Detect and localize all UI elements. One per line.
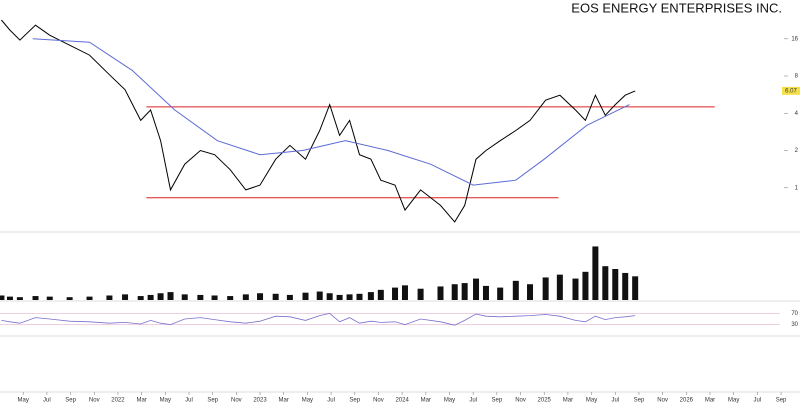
x-tick-label: 2022 (111, 398, 125, 404)
y-tick-label: 2 (795, 148, 799, 154)
volume-bar (417, 288, 424, 300)
x-tick-label: May (160, 398, 171, 404)
volume-bar (137, 296, 144, 300)
x-tick-label: Sep (776, 398, 787, 404)
volume-bar (461, 283, 468, 300)
x-tick-label: Jul (754, 398, 762, 404)
x-tick-label: Sep (65, 398, 76, 404)
y-tick-label: 70 (791, 311, 798, 317)
volume-bar (473, 278, 480, 300)
volume-bar (16, 297, 23, 300)
volume-bar (122, 294, 129, 300)
y-tick-label: 1 (795, 185, 799, 191)
x-tick-label: May (728, 398, 739, 404)
volume-bar (242, 294, 249, 300)
x-tick-label: Sep (634, 398, 645, 404)
volume-bar (336, 294, 343, 300)
x-tick-label: May (302, 398, 313, 404)
volume-bar (356, 293, 363, 300)
volume-bar (46, 296, 53, 300)
x-tick-label: Nov (515, 398, 526, 404)
y-tick-label: 30 (791, 322, 798, 328)
volume-bar (592, 246, 599, 300)
volume-bar (527, 284, 534, 300)
x-tick-label: Mar (421, 398, 431, 404)
volume-bar (582, 271, 589, 300)
volume-bar (612, 269, 619, 300)
volume-bar (542, 277, 549, 300)
rsi-line (1, 312, 636, 326)
volume-bar (147, 294, 154, 300)
volume-bar (572, 278, 579, 300)
volume-bar (32, 296, 39, 300)
x-tick-label: Mar (136, 398, 146, 404)
x-tick-label: May (18, 398, 29, 404)
volume-bar (377, 289, 384, 300)
volume-bar (157, 293, 164, 300)
x-tick-label: 2026 (680, 398, 694, 404)
price-tag-bg (782, 86, 800, 95)
volume-bar (257, 293, 264, 300)
volume-bar (227, 296, 234, 300)
y-tick-label: 4 (795, 111, 799, 117)
x-tick-label: Nov (89, 398, 100, 404)
x-tick-label: Sep (492, 398, 503, 404)
x-tick-label: Nov (657, 398, 668, 404)
x-tick-label: Sep (349, 398, 360, 404)
x-tick-label: Sep (207, 398, 218, 404)
volume-bar (326, 293, 333, 300)
volume-bar (106, 295, 113, 300)
x-tick-label: Jul (611, 398, 619, 404)
volume-bar (302, 292, 309, 300)
x-tick-label: May (444, 398, 455, 404)
volume-bar (632, 276, 639, 300)
volume-bar (0, 295, 5, 300)
x-tick-label: 2023 (253, 398, 267, 404)
volume-bar (272, 293, 279, 300)
x-tick-label: Nov (231, 398, 242, 404)
volume-bar (211, 295, 218, 300)
volume-bar (6, 296, 13, 300)
volume-bar (497, 287, 504, 300)
volume-bar (602, 266, 609, 300)
volume-bar (512, 280, 519, 300)
x-tick-label: 2024 (395, 398, 409, 404)
volume-bar (316, 291, 323, 300)
volume-bar (437, 286, 444, 300)
x-tick-label: Jul (469, 398, 477, 404)
volume-bar (167, 292, 174, 300)
x-tick-label: Mar (279, 398, 289, 404)
x-tick-label: Jul (327, 398, 335, 404)
volume-bar (451, 284, 458, 300)
x-tick-label: Jul (43, 398, 51, 404)
volume-bar (556, 274, 563, 300)
volume-bar (197, 294, 204, 300)
price-line (32, 38, 630, 186)
volume-bar (622, 272, 629, 300)
volume-bar (392, 287, 399, 300)
volume-bar (66, 297, 73, 300)
volume-bar (346, 294, 353, 300)
volume-bar (86, 296, 93, 300)
x-tick-label: Nov (373, 398, 384, 404)
y-tick-label: 8 (795, 74, 799, 80)
x-tick-label: Mar (563, 398, 573, 404)
volume-bar (286, 294, 293, 300)
x-tick-label: Mar (705, 398, 715, 404)
price-line (1, 19, 636, 223)
volume-bar (401, 285, 408, 300)
x-tick-label: Jul (185, 398, 193, 404)
price-tag: 6.07 (785, 88, 797, 94)
volume-bar (482, 285, 489, 300)
x-tick-label: May (586, 398, 597, 404)
y-tick-label: 16 (791, 36, 798, 42)
volume-bar (367, 292, 374, 300)
volume-bar (181, 294, 188, 300)
x-tick-label: 2025 (538, 398, 552, 404)
chart-title: EOS ENERGY ENTERPRISES INC. (571, 0, 782, 15)
